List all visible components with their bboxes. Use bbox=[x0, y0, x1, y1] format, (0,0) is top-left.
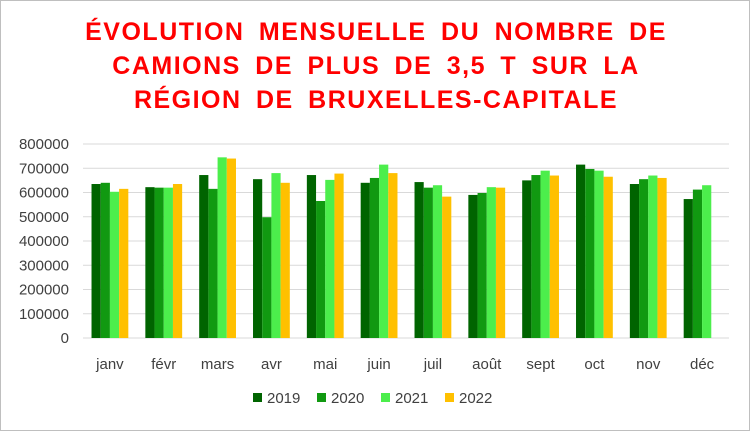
x-tick-label: oct bbox=[584, 356, 605, 373]
bar bbox=[100, 182, 110, 338]
bar bbox=[119, 188, 129, 338]
bar bbox=[253, 179, 263, 338]
bar bbox=[468, 194, 478, 338]
x-tick-label: sept bbox=[526, 356, 555, 373]
bar bbox=[432, 185, 443, 338]
bar bbox=[208, 188, 218, 338]
legend-label: 2022 bbox=[459, 390, 492, 407]
x-tick-label: juin bbox=[366, 356, 390, 373]
bar bbox=[540, 170, 550, 338]
y-tick-label: 500000 bbox=[19, 209, 69, 226]
bar bbox=[629, 184, 640, 338]
x-tick-label: mai bbox=[313, 356, 337, 373]
y-tick-label: 100000 bbox=[19, 306, 69, 323]
bar bbox=[477, 192, 487, 338]
bar bbox=[154, 187, 164, 338]
bar bbox=[486, 187, 496, 338]
bar bbox=[423, 187, 433, 338]
legend-swatch bbox=[445, 393, 454, 402]
x-tick-label: août bbox=[472, 356, 502, 373]
bar bbox=[414, 182, 424, 338]
x-tick-label: janv bbox=[95, 356, 124, 373]
bar bbox=[531, 175, 541, 338]
bar bbox=[172, 184, 183, 338]
legend-label: 2019 bbox=[267, 390, 300, 407]
legend-label: 2021 bbox=[395, 390, 428, 407]
y-tick-label: 0 bbox=[61, 330, 69, 347]
bar bbox=[334, 173, 344, 338]
bar bbox=[226, 158, 236, 338]
x-tick-label: juil bbox=[423, 356, 442, 373]
bar bbox=[549, 175, 559, 338]
bar bbox=[683, 199, 693, 338]
legend-swatch bbox=[381, 393, 390, 402]
bar bbox=[585, 168, 595, 338]
bar bbox=[379, 164, 389, 338]
x-tick-label: avr bbox=[261, 356, 282, 373]
bar bbox=[217, 157, 227, 338]
bar bbox=[145, 187, 155, 338]
y-tick-label: 800000 bbox=[19, 136, 69, 153]
bar bbox=[388, 173, 398, 338]
bar bbox=[648, 175, 658, 338]
bar bbox=[316, 200, 326, 338]
bar bbox=[594, 170, 604, 338]
bar bbox=[199, 175, 209, 338]
x-tick-label: déc bbox=[690, 356, 715, 373]
bar bbox=[576, 164, 586, 338]
x-tick-label: févr bbox=[151, 356, 176, 373]
bar bbox=[603, 176, 613, 338]
bar bbox=[325, 179, 335, 338]
bar bbox=[91, 184, 101, 338]
bar bbox=[360, 182, 370, 338]
bar bbox=[692, 189, 703, 338]
bar bbox=[280, 182, 290, 338]
bar bbox=[369, 177, 380, 338]
y-tick-label: 600000 bbox=[19, 185, 69, 202]
bar bbox=[495, 187, 506, 338]
bar bbox=[271, 173, 281, 338]
legend-swatch bbox=[253, 393, 262, 402]
x-tick-label: mars bbox=[201, 356, 234, 373]
y-tick-label: 400000 bbox=[19, 233, 69, 250]
bar bbox=[163, 187, 173, 338]
legend-swatch bbox=[317, 393, 326, 402]
y-tick-label: 200000 bbox=[19, 282, 69, 299]
bar bbox=[522, 180, 532, 338]
bar bbox=[639, 179, 649, 338]
chart-title: ÉVOLUTION MENSUELLE DU NOMBRE DE CAMIONS… bbox=[85, 18, 667, 114]
bar bbox=[306, 175, 317, 338]
legend-label: 2020 bbox=[331, 390, 364, 407]
y-tick-label: 300000 bbox=[19, 257, 69, 274]
y-tick-label: 700000 bbox=[19, 160, 69, 177]
bar bbox=[109, 191, 120, 338]
bar bbox=[702, 185, 712, 338]
bar bbox=[442, 196, 452, 338]
x-tick-label: nov bbox=[636, 356, 661, 373]
bar bbox=[657, 177, 667, 338]
bar bbox=[262, 217, 272, 338]
